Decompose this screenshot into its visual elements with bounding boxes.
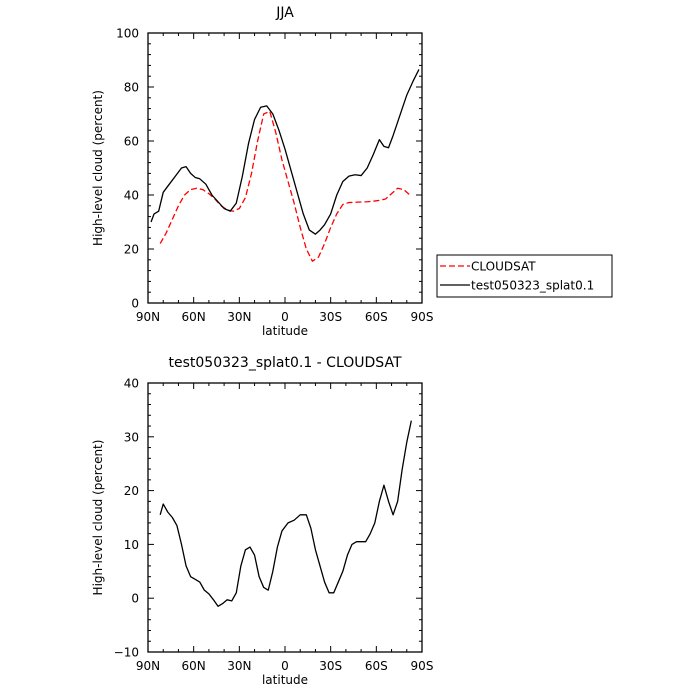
- panel1-x-tick-label: 90S: [411, 310, 434, 324]
- panel2-y-tick-label: 30: [124, 430, 139, 444]
- panel1-y-tick-label: 60: [124, 135, 139, 149]
- panel2-x-tick-label: 60N: [182, 659, 206, 673]
- panel2-series-line-0: [159, 420, 412, 607]
- panel1-legend: CLOUDSAT test050323_splat0.1: [436, 254, 613, 298]
- panel2-plot-frame: [147, 382, 423, 653]
- panel1-group: JJA 90N 60N 30N 0 30S 60S 90S 0 20 40 60 80 100 latitu…: [91, 5, 613, 338]
- panel1-legend-box: [436, 254, 613, 298]
- panel2-x-tick-label: 90N: [136, 659, 160, 673]
- panel1-plot-frame: [147, 32, 423, 304]
- panel2-y-tick-label: 10: [124, 538, 139, 552]
- panel1-legend-label: test050323_splat0.1: [471, 279, 594, 293]
- panel2-x-tick-label: 60S: [365, 659, 388, 673]
- panel1-y-tick-label: 40: [124, 189, 139, 203]
- panel2-y-tick-label: 40: [124, 377, 139, 391]
- panel1-x-tick-label: 60S: [365, 310, 388, 324]
- panel1-x-tick-label: 0: [281, 310, 289, 324]
- panel1-y-tick-label: 80: [124, 81, 139, 95]
- panel1-title: JJA: [275, 5, 294, 21]
- panel1-x-tick-label: 30N: [227, 310, 251, 324]
- panel1-series-line-test050323-splat0-1: [150, 69, 420, 235]
- panel1-x-tick-label: 90N: [136, 310, 160, 324]
- panel2-x-tick-label: 0: [281, 659, 289, 673]
- panel1-legend-label: CLOUDSAT: [471, 260, 536, 274]
- panel2-group: test050323_splat0.1 - CLOUDSAT 90N 60N 30N 0…: [91, 355, 433, 687]
- panel2-y-tick-label: 20: [124, 484, 139, 498]
- panel1-x-tick-label: 30S: [319, 310, 342, 324]
- panel2-x-tick-label: 30S: [319, 659, 342, 673]
- panel1-y-tick-label: 0: [131, 297, 139, 311]
- panel1-x-tick-label: 60N: [182, 310, 206, 324]
- panel1-y-axis-label: High-level cloud (percent): [91, 90, 105, 246]
- panel2-y-tick-label: 0: [131, 592, 139, 606]
- panel2-title: test050323_splat0.1 - CLOUDSAT: [169, 355, 402, 371]
- panel2-x-axis-label: latitude: [262, 673, 308, 687]
- panel2-x-tick-label: 90S: [411, 659, 434, 673]
- panel2-y-axis-label: High-level cloud (percent): [91, 440, 105, 596]
- panel1-series-line-cloudsat: [159, 110, 411, 262]
- panel1-y-tick-label: 100: [116, 27, 139, 41]
- panel2-x-tick-label: 30N: [227, 659, 251, 673]
- panel1-x-axis-label: latitude: [262, 324, 308, 338]
- panel1-y-tick-label: 20: [124, 243, 139, 257]
- panel2-y-tick-label: −10: [114, 646, 139, 660]
